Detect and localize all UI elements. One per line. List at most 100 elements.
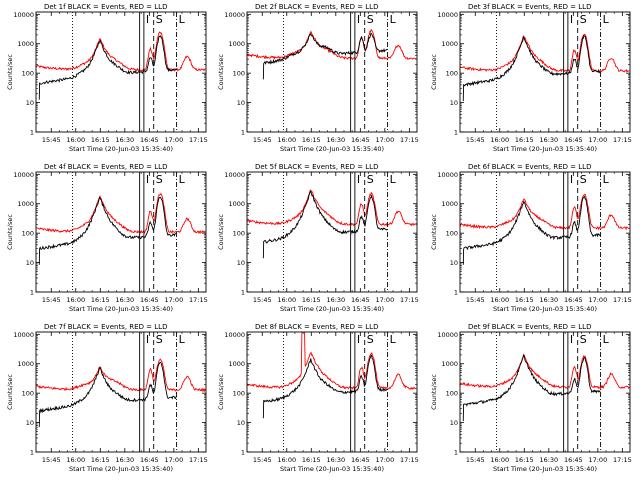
y-tick-label: 1000 [441, 360, 458, 368]
y-tick-label: 1000 [17, 40, 34, 48]
marker-label: L [179, 13, 186, 26]
x-tick-label: 16:00 [66, 296, 85, 304]
y-tick-label: 10000 [224, 171, 245, 179]
x-tick-label: 16:00 [277, 136, 296, 144]
panel-det-8: Det 8f BLACK = Events, RED = LLD 1 10 100 10… [217, 323, 419, 473]
plot-frame [459, 171, 631, 293]
plot-frame [246, 11, 418, 133]
x-tick-label: 16:30 [539, 296, 558, 304]
panel-title: Det 4f BLACK = Events, RED = LLD [44, 163, 167, 171]
y-tick-label: 1000 [228, 200, 245, 208]
panel-title: Det 5f BLACK = Events, RED = LLD [255, 163, 378, 171]
x-tick-label: 16:15 [302, 296, 321, 304]
y-tick-label: 10000 [224, 11, 245, 19]
x-tick-label: 17:00 [164, 136, 183, 144]
x-tick-label: 16:30 [326, 136, 345, 144]
panel-det-5: Det 5f BLACK = Events, RED = LLD 1 10 100 10… [217, 163, 419, 313]
series-events-line [462, 195, 601, 265]
x-axis-label: Start Time (20-Jun-03 15:35:40) [280, 465, 384, 473]
series-events-line [38, 196, 177, 265]
y-tick-label: 10000 [437, 331, 458, 339]
y-axis-label: Counts/sec [217, 54, 225, 90]
panel-det-1: Det 1f BLACK = Events, RED = LLD 1 10 100 10… [6, 3, 208, 153]
x-tick-label: 16:15 [91, 136, 110, 144]
y-tick-label: 1 [241, 449, 245, 457]
series-events-line [38, 361, 177, 428]
x-axis-label: Start Time (20-Jun-03 15:35:40) [493, 465, 597, 473]
marker-label: L [603, 173, 610, 186]
y-tick-label: 1 [241, 289, 245, 297]
y-tick-label: 100 [233, 390, 245, 398]
x-tick-label: 15:45 [42, 136, 61, 144]
y-tick-label: 10000 [13, 331, 34, 339]
y-tick-label: 1 [454, 129, 458, 137]
panel-title: Det 7f BLACK = Events, RED = LLD [44, 323, 167, 331]
y-tick-label: 1000 [17, 360, 34, 368]
y-tick-label: 100 [446, 230, 458, 238]
y-axis-label: Counts/sec [217, 374, 225, 410]
x-tick-label: 16:45 [564, 456, 583, 464]
y-tick-label: 100 [446, 390, 458, 398]
series-events-line [462, 353, 601, 422]
x-tick-label: 15:45 [253, 296, 272, 304]
series-lld-line [247, 28, 417, 61]
marker-label: I [146, 13, 149, 26]
x-tick-label: 17:15 [189, 136, 208, 144]
y-axis-label: Counts/sec [217, 214, 225, 250]
x-axis-label: Start Time (20-Jun-03 15:35:40) [493, 145, 597, 153]
x-tick-label: 16:15 [515, 456, 534, 464]
x-axis-label: Start Time (20-Jun-03 15:35:40) [69, 465, 173, 473]
marker-label: I [146, 333, 149, 346]
marker-label: L [390, 13, 397, 26]
x-tick-label: 17:00 [375, 136, 394, 144]
y-tick-label: 1 [454, 289, 458, 297]
y-tick-label: 1 [30, 289, 34, 297]
x-tick-label: 17:00 [588, 136, 607, 144]
x-tick-label: 16:15 [91, 456, 110, 464]
y-tick-label: 1 [30, 449, 34, 457]
y-tick-label: 10000 [437, 11, 458, 19]
x-tick-label: 15:45 [466, 456, 485, 464]
y-tick-label: 10000 [13, 11, 34, 19]
marker-label: I [146, 173, 149, 186]
y-tick-label: 10 [237, 419, 245, 427]
series-events-line [262, 190, 388, 259]
x-tick-label: 15:45 [466, 296, 485, 304]
series-events-line [262, 32, 388, 80]
y-tick-label: 1000 [441, 40, 458, 48]
x-tick-label: 17:00 [588, 456, 607, 464]
panel-det-7: Det 7f BLACK = Events, RED = LLD 1 10 100 10… [6, 323, 208, 473]
marker-label: L [603, 13, 610, 26]
x-tick-label: 15:45 [253, 456, 272, 464]
marker-label: I [570, 333, 573, 346]
marker-label: S [367, 173, 374, 186]
marker-label: S [156, 13, 163, 26]
series-events-line [38, 35, 177, 100]
plot-frame [459, 11, 631, 133]
marker-label: I [357, 173, 360, 186]
marker-label: L [603, 333, 610, 346]
series-lld-line [460, 193, 630, 231]
x-axis-label: Start Time (20-Jun-03 15:35:40) [493, 305, 597, 313]
y-tick-label: 10 [450, 99, 458, 107]
series-events-line [462, 35, 601, 102]
series-lld-line [460, 354, 630, 390]
marker-label: L [390, 173, 397, 186]
panel-title: Det 2f BLACK = Events, RED = LLD [255, 3, 378, 11]
marker-label: S [580, 13, 587, 26]
series-lld-line [247, 189, 417, 227]
x-tick-label: 17:15 [400, 456, 419, 464]
x-tick-label: 16:15 [302, 136, 321, 144]
x-tick-label: 16:00 [490, 456, 509, 464]
y-tick-label: 1 [30, 129, 34, 137]
panel-title: Det 1f BLACK = Events, RED = LLD [44, 3, 167, 11]
x-tick-label: 16:15 [91, 296, 110, 304]
marker-label: I [357, 333, 360, 346]
y-axis-label: Counts/sec [430, 374, 438, 410]
y-tick-label: 1 [454, 449, 458, 457]
y-axis-label: Counts/sec [6, 374, 14, 410]
y-tick-label: 10 [237, 259, 245, 267]
marker-label: S [580, 173, 587, 186]
y-tick-label: 10000 [437, 171, 458, 179]
